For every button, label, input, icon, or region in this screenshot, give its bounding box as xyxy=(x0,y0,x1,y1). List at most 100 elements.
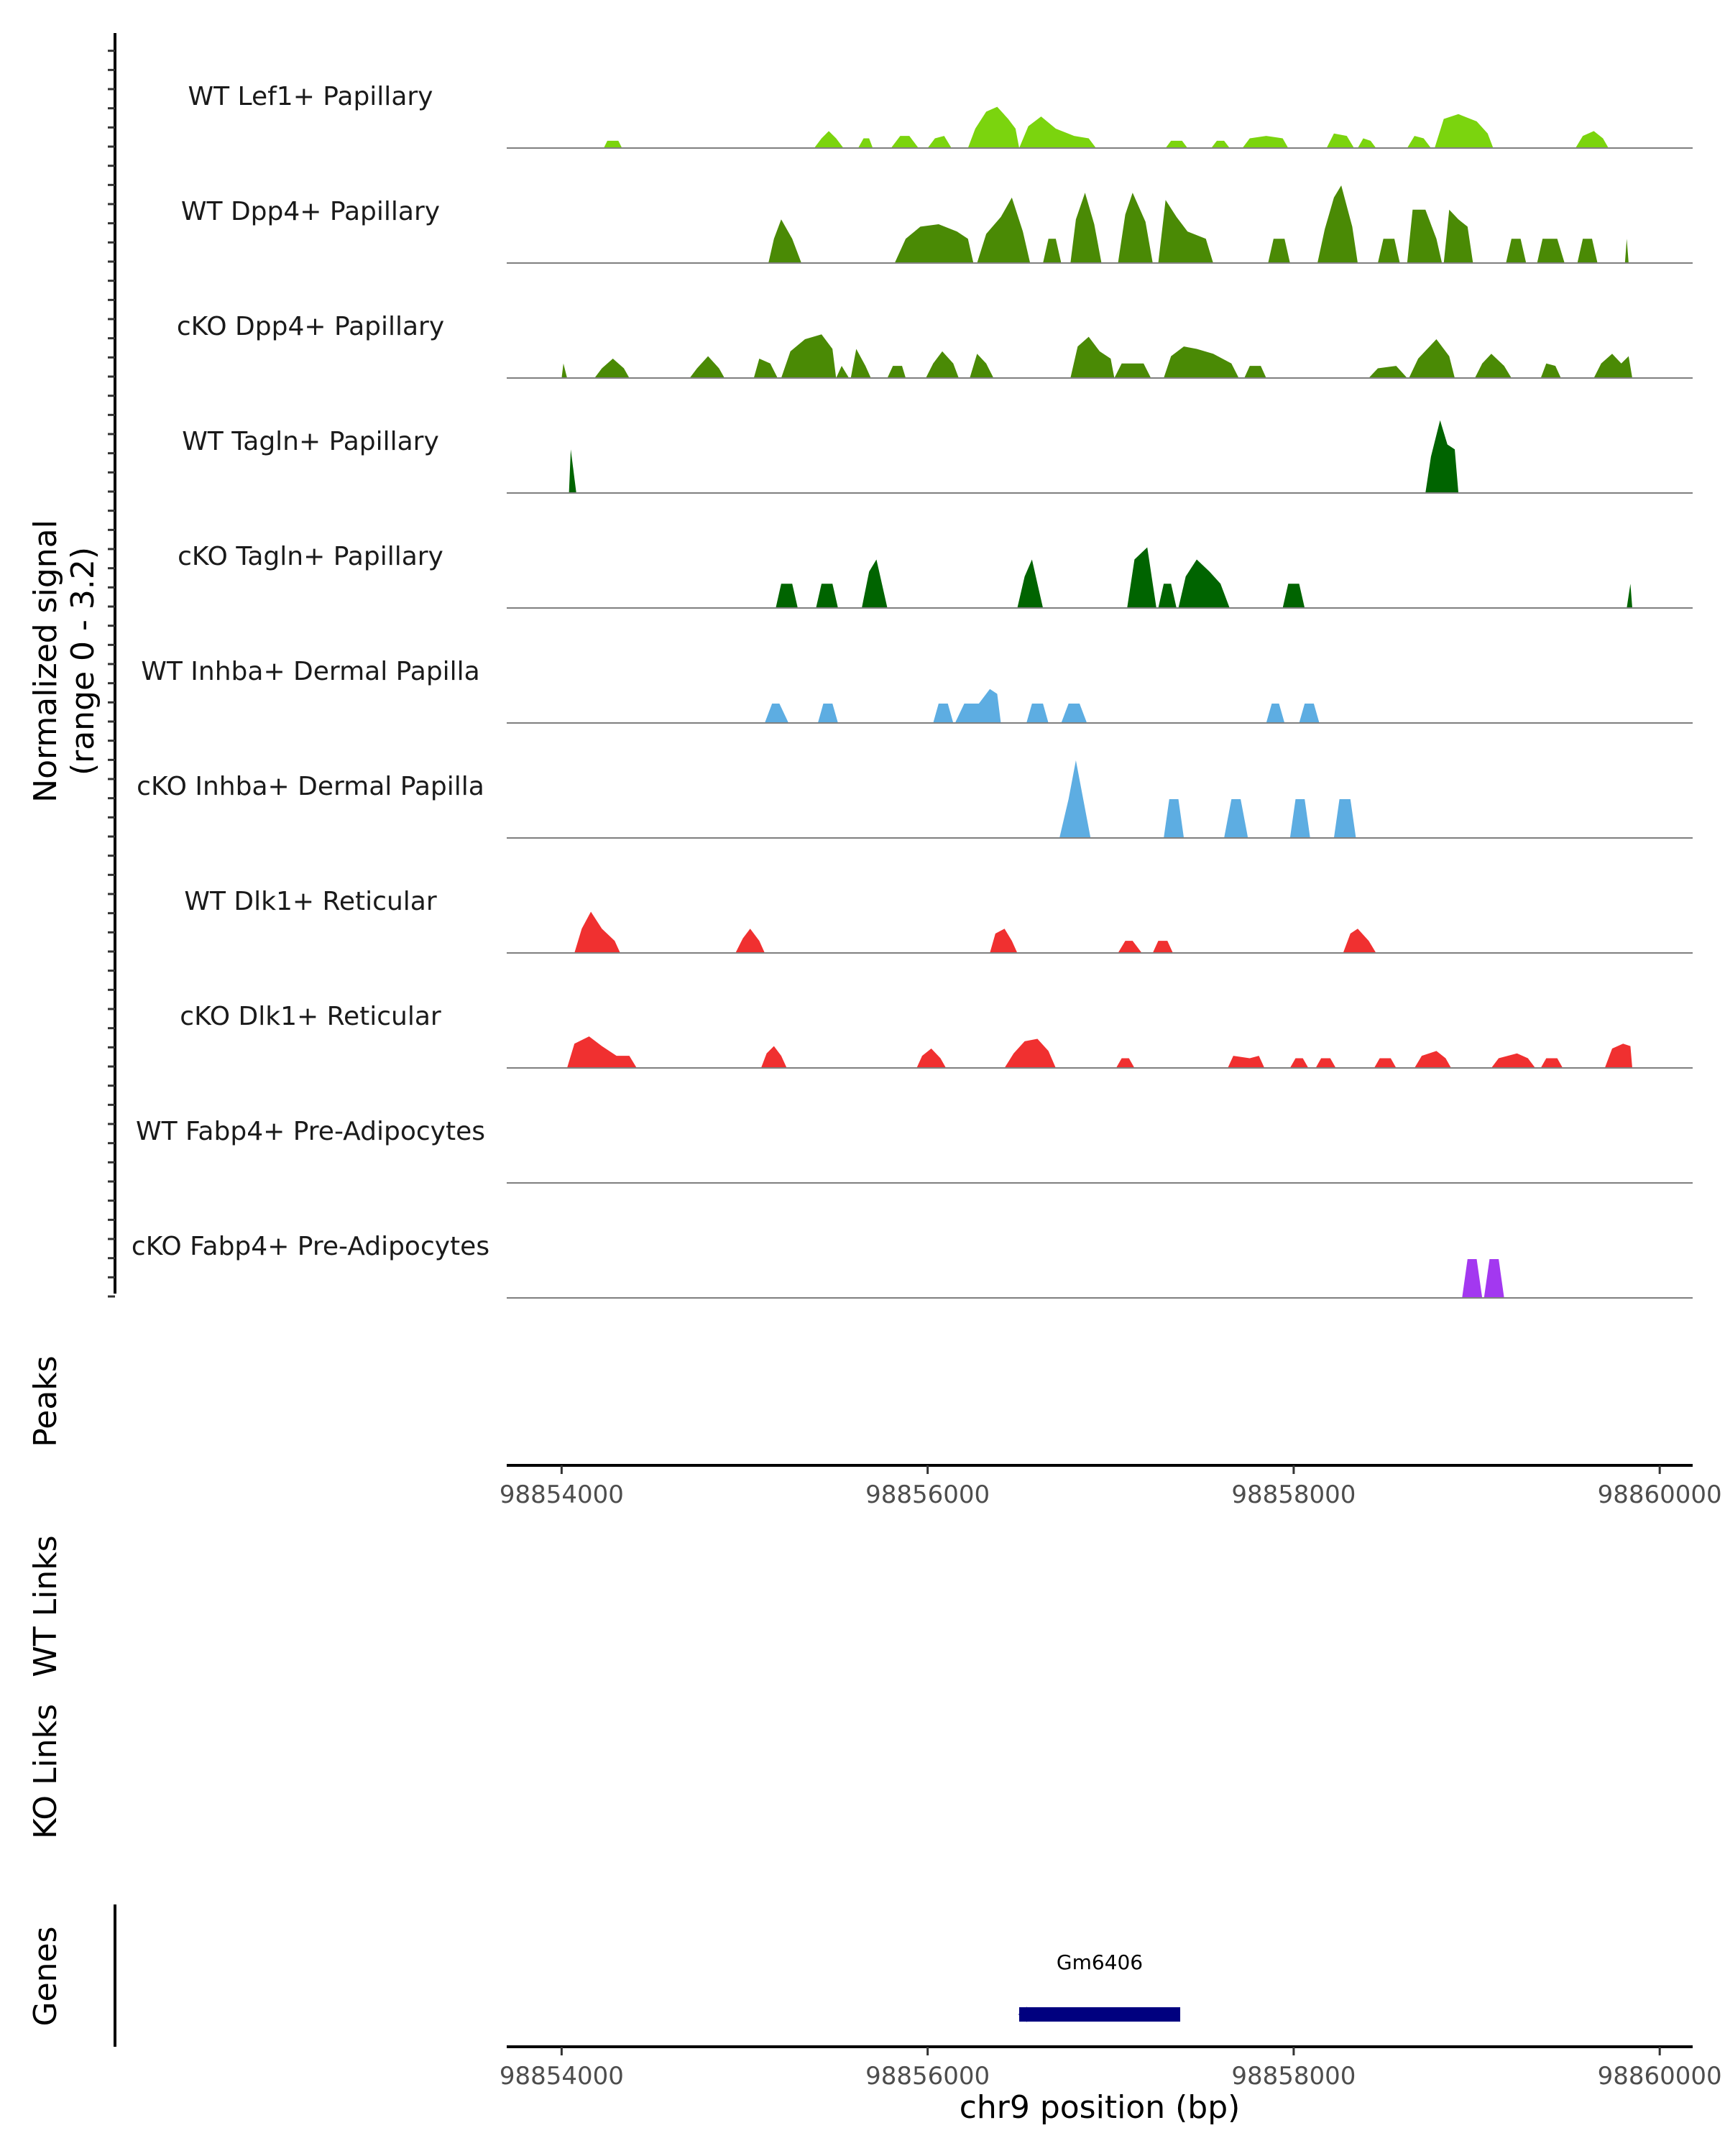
coverage-area xyxy=(1158,584,1177,608)
wt-links-label: WT Links xyxy=(27,1535,64,1677)
gene-label: Gm6406 xyxy=(1057,1950,1143,1974)
coverage-area xyxy=(1484,1259,1504,1298)
coverage-area xyxy=(814,131,844,148)
coverage-area xyxy=(1624,239,1629,263)
coverage-area xyxy=(1026,704,1049,723)
coverage-area xyxy=(1425,420,1459,493)
gene-gm6406: Gm6406 xyxy=(1018,1950,1181,2022)
coverage-area xyxy=(1244,366,1266,378)
coverage-area xyxy=(1443,209,1473,263)
coverage-area xyxy=(1409,339,1455,378)
coverage-area xyxy=(990,929,1018,953)
track-cko-inhba-dermal-papilla: cKO Inhba+ Dermal Papilla xyxy=(137,760,1693,839)
track-label: cKO Dpp4+ Papillary xyxy=(177,312,444,341)
coverage-area xyxy=(1540,1058,1563,1068)
x-axis-tick-label: 98856000 xyxy=(865,1480,990,1509)
strand-arrow-icon xyxy=(1018,2007,1029,2022)
coverage-area xyxy=(1604,1044,1632,1068)
track-label: cKO Fabp4+ Pre-Adipocytes xyxy=(132,1232,489,1261)
coverage-area xyxy=(604,140,622,148)
coverage-area xyxy=(1043,239,1062,263)
ko-links-label: KO Links xyxy=(27,1704,64,1839)
track-wt-dpp4-papillary: WT Dpp4+ Papillary xyxy=(181,185,1693,264)
coverage-area xyxy=(836,366,850,378)
coverage-area xyxy=(1317,185,1358,263)
track-label: WT Lef1+ Papillary xyxy=(188,82,433,111)
coverage-area xyxy=(1118,941,1142,953)
coverage-area xyxy=(1268,239,1290,263)
track-label: WT Inhba+ Dermal Papilla xyxy=(141,657,479,686)
coverage-area xyxy=(1282,584,1305,608)
x-axis-tick-label: 98854000 xyxy=(500,1480,624,1509)
track-label: WT Dlk1+ Reticular xyxy=(184,887,436,916)
coverage-tracks: WT Lef1+ Papillary WT Dpp4+ Papillary cKO … xyxy=(132,82,1693,1299)
genes-x-axis-ticks: 98854000 98856000 98858000 98860000 xyxy=(500,2047,1722,2091)
coverage-area xyxy=(1576,131,1609,148)
coverage-area xyxy=(1224,799,1248,838)
x-axis-tick-label: 98860000 xyxy=(1598,1480,1722,1509)
x-axis-tick-label: 98858000 xyxy=(1231,1480,1356,1509)
track-label: WT Tagln+ Papillary xyxy=(182,427,439,456)
coverage-area xyxy=(1315,1058,1336,1068)
track-label: WT Fabp4+ Pre-Adipocytes xyxy=(136,1117,485,1146)
coverage-area xyxy=(1118,193,1153,263)
coverage-area xyxy=(1127,547,1156,608)
signal-y-axis-label: Normalized signal xyxy=(27,520,64,803)
x-axis-tick-label: 98854000 xyxy=(500,2062,624,2091)
coverage-area xyxy=(1374,1058,1397,1068)
track-cko-dlk1-reticular: cKO Dlk1+ Reticular xyxy=(180,1002,1693,1069)
coverage-area xyxy=(1152,941,1173,953)
track-cko-dpp4-papillary: cKO Dpp4+ Papillary xyxy=(177,312,1693,379)
coverage-area xyxy=(1407,209,1443,263)
coverage-area xyxy=(1070,336,1115,378)
track-cko-tagln-papillary: cKO Tagln+ Papillary xyxy=(178,542,1693,609)
coverage-area xyxy=(1158,200,1213,263)
coverage-area xyxy=(926,351,959,378)
track-label: cKO Inhba+ Dermal Papilla xyxy=(137,772,484,801)
coverage-area xyxy=(1242,136,1289,148)
signal-y-axis-range-label: (range 0 - 3.2) xyxy=(65,547,101,775)
coverage-area xyxy=(1289,1058,1309,1068)
coverage-area xyxy=(1358,138,1376,148)
coverage-area xyxy=(916,1049,947,1068)
coverage-area xyxy=(862,559,888,608)
coverage-area xyxy=(1537,239,1565,263)
track-wt-lef1-papillary: WT Lef1+ Papillary xyxy=(188,82,1693,149)
peaks-x-axis-ticks: 98854000 98856000 98858000 98860000 xyxy=(500,1465,1722,1509)
coverage-area xyxy=(1491,1053,1535,1068)
x-axis-tick-label: 98858000 xyxy=(1231,2062,1356,2091)
coverage-area xyxy=(977,197,1031,263)
coverage-area xyxy=(1017,559,1044,608)
coverage-area xyxy=(594,359,630,378)
track-wt-fabp4-pre-adipocytes: WT Fabp4+ Pre-Adipocytes xyxy=(136,1117,1693,1184)
coverage-area xyxy=(1019,116,1096,148)
peaks-label: Peaks xyxy=(27,1355,64,1447)
track-label: cKO Tagln+ Papillary xyxy=(178,542,443,571)
coverage-area xyxy=(850,349,871,378)
track-label: WT Dpp4+ Papillary xyxy=(181,197,440,226)
coverage-area xyxy=(1593,354,1632,378)
coverage-area xyxy=(1577,239,1598,263)
coverage-area xyxy=(768,219,801,263)
coverage-area xyxy=(1407,136,1431,148)
x-axis-tick-label: 98856000 xyxy=(865,2062,990,2091)
coverage-area xyxy=(1211,140,1230,148)
coverage-area xyxy=(1164,799,1184,838)
coverage-area xyxy=(567,1036,637,1068)
gene-annotations: Gm6406 xyxy=(1018,1950,1181,2022)
coverage-area xyxy=(574,911,620,953)
genes-label: Genes xyxy=(27,1926,64,2026)
coverage-area xyxy=(927,136,952,148)
track-wt-dlk1-reticular: WT Dlk1+ Reticular xyxy=(184,887,1693,954)
coverage-area xyxy=(1059,760,1091,838)
coverage-area xyxy=(1506,239,1527,263)
coverage-area xyxy=(765,704,789,723)
coverage-area xyxy=(735,929,765,953)
coverage-area xyxy=(760,1046,787,1068)
coverage-area xyxy=(967,106,1019,148)
coverage-area xyxy=(1435,114,1494,148)
signal-y-axis-ticks xyxy=(108,50,115,1298)
coverage-area xyxy=(1368,366,1407,378)
coverage-area xyxy=(1414,1051,1451,1068)
